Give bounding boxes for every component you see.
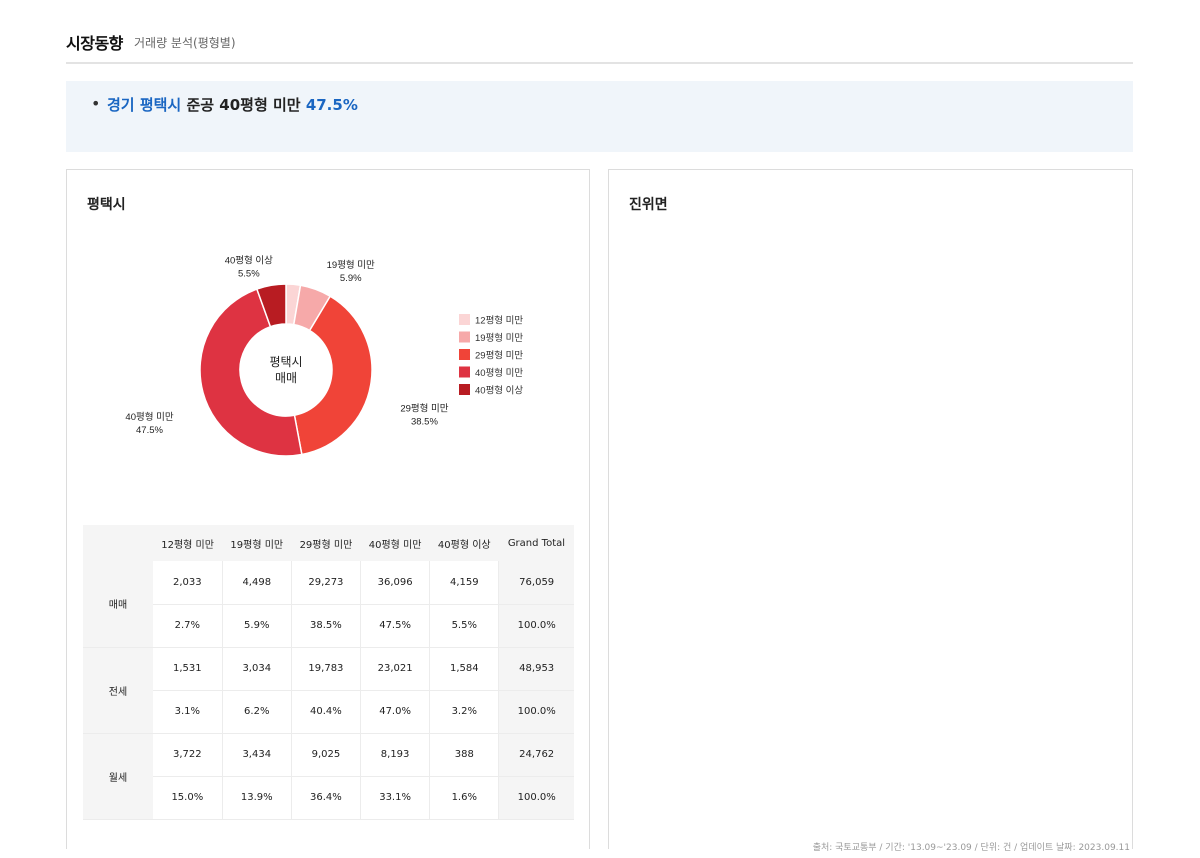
table-column-header: 29평형 미만 [291,525,361,561]
volume-table: 12평형 미만 19평형 미만 29평형 미만 40평형 미만 40평형 이상 Grand… [83,525,574,820]
legend-label-5[interactable]: 40평형 이상 [475,386,523,397]
legend-label-3[interactable]: 29평형 미만 [475,351,523,362]
table-total-cell: 76,059 [498,561,574,605]
table-row: 3.1% 6.2% 40.4% 47.0% 3.2% 100.0% [83,690,574,734]
table-row: 매매 2,033 4,498 29,273 36,096 4,159 76,059 [83,561,574,648]
table-cell: 4,498 [222,561,292,605]
panel-title-right: 진위면 [629,197,668,213]
slice-label-5: 40평형 이상 [225,255,273,266]
slice-label-3: 38.5% [411,417,438,428]
table-cell: 4,159 [429,561,500,605]
summary-box: • 경기 평택시 준공 40평형 미만 47.5% [66,81,1133,152]
table-row: 전세 1,531 3,034 19,783 23,021 1,584 48,953 [83,647,574,734]
summary-description: 준공 40평형 미만 [181,96,306,114]
table-cell: 6.2% [222,690,292,734]
table-cell: 2,033 [153,561,223,605]
table-cell: 47.5% [360,604,431,648]
panel-pyeongtaek: 평택시 19평형 미만 5.9% 29평형 미만 38.5% 40평형 미만 47.5% 4… [66,169,590,849]
table-column-header: 12평형 미만 [153,525,223,561]
table-cell: 1.6% [429,776,500,820]
legend-label-2[interactable]: 19평형 미만 [475,333,523,344]
slice-label-2: 19평형 미만 [327,260,375,271]
table-corner-cell [83,525,153,561]
table-total-cell: 24,762 [498,733,574,777]
table-row-group-label: 매매 [83,561,153,648]
legend-label-1[interactable]: 12평형 미만 [475,316,523,327]
bullet-icon: • [91,94,101,113]
page-header: 시장동향 거래량 분석(평형별) [66,28,1133,64]
summary-text: 경기 평택시 준공 40평형 미만 47.5% [107,94,358,115]
table-cell: 40.4% [291,690,362,734]
slice-label-2: 5.9% [340,273,362,284]
donut-chart-svg: 19평형 미만 5.9% 29평형 미만 38.5% 40평형 미만 47.5% 40평형 … [125,255,523,457]
table-cell: 23,021 [360,647,431,691]
page-title: 시장동향 [66,34,123,53]
table-cell: 29,273 [291,561,362,605]
table-cell: 5.9% [222,604,292,648]
summary-value: 47.5% [305,96,358,114]
table-cell: 36,096 [360,561,431,605]
table-total-cell: 48,953 [498,647,574,691]
slice-label-5: 5.5% [238,268,260,279]
donut-slice-4[interactable] [199,288,303,457]
table-cell: 3.1% [153,690,223,734]
legend-label-4[interactable]: 40평형 미만 [475,368,523,379]
table-cell: 5.5% [429,604,500,648]
table-cell: 2.7% [153,604,223,648]
legend-swatch-1 [459,314,470,325]
table-column-header: 40평형 미만 [360,525,430,561]
table-cell: 36.4% [291,776,362,820]
slice-label-4: 40평형 미만 [125,412,173,423]
slice-label-3: 29평형 미만 [400,404,448,415]
table-row: 15.0% 13.9% 36.4% 33.1% 1.6% 100.0% [83,776,574,820]
table-row: 2.7% 5.9% 38.5% 47.5% 5.5% 100.0% [83,604,574,648]
table-cell: 47.0% [360,690,431,734]
table-cell: 3,722 [153,733,223,777]
donut-center-label: 매매 [275,371,297,385]
table-cell: 8,193 [360,733,431,777]
source-footer: 출처: 국토교통부 / 기간: '13.09~'23.09 / 단위: 건 / … [812,843,1130,853]
panel-title-left: 평택시 [87,197,126,213]
legend-swatch-4 [459,366,470,378]
donut-chart: 19평형 미만 5.9% 29평형 미만 38.5% 40평형 미만 47.5% 40평형 … [67,170,589,510]
table-column-header: 40평형 이상 [429,525,499,561]
table-cell: 33.1% [360,776,431,820]
table-total-cell: 100.0% [498,776,574,820]
legend-swatch-3 [459,349,470,360]
table-cell: 13.9% [222,776,292,820]
donut-center-label: 평택시 [269,355,302,369]
table-row: 월세 3,722 3,434 9,025 8,193 388 24,762 [83,733,574,820]
table-row-group-label: 전세 [83,647,153,734]
table-cell: 38.5% [291,604,362,648]
legend-swatch-5 [459,384,470,395]
panel-jinwi: 진위면 [608,169,1133,849]
page-subtitle: 거래량 분석(평형별) [134,36,236,50]
table-cell: 19,783 [291,647,362,691]
table-row-group-label: 월세 [83,733,153,820]
legend-swatch-2 [459,331,470,343]
table-cell: 388 [429,733,500,777]
table-total-cell: 100.0% [498,690,574,734]
table-header-row: 12평형 미만 19평형 미만 29평형 미만 40평형 미만 40평형 이상 Grand… [83,525,574,561]
table-column-header: Grand Total [498,525,574,561]
table-cell: 3,034 [222,647,292,691]
table-total-cell: 100.0% [498,604,574,648]
table-cell: 3.2% [429,690,500,734]
table-cell: 9,025 [291,733,362,777]
table-cell: 1,531 [153,647,223,691]
summary-region: 경기 평택시 [107,96,182,114]
donut-slice-5[interactable] [255,283,287,328]
slice-label-4: 47.5% [136,425,163,436]
table-cell: 15.0% [153,776,223,820]
table-column-header: 19평형 미만 [222,525,292,561]
donut-slice-3[interactable] [293,295,373,456]
table-cell: 1,584 [429,647,500,691]
table-cell: 3,434 [222,733,292,777]
